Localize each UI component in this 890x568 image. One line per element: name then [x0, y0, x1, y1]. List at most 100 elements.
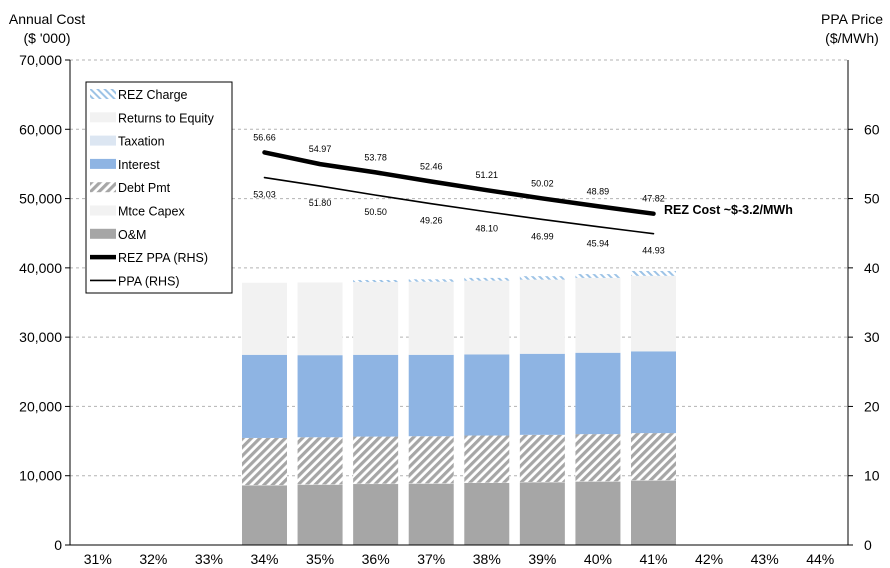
bar-debt-pmt	[353, 436, 399, 484]
bar-o-m	[519, 482, 565, 545]
bar-debt-pmt	[242, 437, 287, 486]
line-rez-ppa-rhs-	[262, 150, 656, 216]
x-tick-label: 38%	[473, 551, 501, 567]
legend-label: REZ Charge	[118, 88, 188, 102]
y-right-tick-label: 20	[864, 398, 880, 414]
bar-o-m	[575, 481, 621, 545]
line-ppa-rhs-	[263, 176, 655, 235]
y-left-tick-label: 50,000	[19, 191, 62, 207]
bar-debt-pmt	[519, 434, 565, 482]
data-labels: 56.66 54.97 53.78 52.46 51.21 50.02 48.89 47.82…	[253, 132, 665, 255]
y-left-tick-label: 10,000	[19, 468, 62, 484]
y-left-tick-label: 30,000	[19, 329, 62, 345]
x-tick-label: 32%	[139, 551, 167, 567]
legend-label: Returns to Equity	[118, 111, 215, 125]
bar-returns-to-equity	[519, 279, 565, 354]
y-left-title-line2: ($ '000)	[23, 30, 70, 46]
y-left-tick-label: 0	[54, 537, 62, 553]
bar-o-m	[408, 483, 454, 545]
legend-label: PPA (RHS)	[118, 274, 180, 288]
y-right-tick-label: 0	[864, 537, 872, 553]
legend-swatch-interest	[90, 158, 116, 169]
data-label: 44.93	[642, 246, 665, 256]
bar-interest	[631, 351, 676, 434]
data-label: 51.80	[309, 198, 332, 208]
y-right-title-line1: PPA Price	[821, 11, 883, 27]
x-tick-label: 37%	[417, 551, 445, 567]
bar-debt-pmt	[575, 434, 621, 482]
bar-o-m	[353, 484, 399, 545]
legend: REZ Charge Returns to Equity Taxation Inter…	[85, 81, 233, 294]
legend-swatch-rez-charge	[90, 89, 116, 99]
data-label: 48.89	[587, 186, 610, 196]
data-label: 46.99	[531, 231, 554, 241]
y-right-tick-label: 50	[864, 191, 880, 207]
data-label: 49.26	[420, 216, 443, 226]
y-left-tick-label: 40,000	[19, 260, 62, 276]
bar-rez-charge	[353, 279, 399, 283]
y-right-tick-label: 10	[864, 468, 880, 484]
legend-swatch-o-m	[90, 228, 116, 239]
x-tick-label: 40%	[584, 551, 612, 567]
legend-swatch-returns-to-equity	[90, 112, 116, 123]
legend-swatch-debt-pmt	[90, 182, 116, 193]
x-tick-label: 33%	[195, 551, 223, 567]
data-label: 45.94	[587, 239, 610, 249]
y-left-tick-label: 70,000	[19, 52, 62, 68]
bar-interest	[464, 354, 510, 436]
x-tick-label: 34%	[250, 551, 278, 567]
legend-swatch-mtce-capex	[90, 205, 116, 216]
x-tick-label: 41%	[639, 551, 667, 567]
bar-debt-pmt	[631, 433, 676, 481]
bar-interest	[408, 354, 454, 437]
y-right-tick-label: 30	[864, 329, 880, 345]
data-label: 52.46	[420, 162, 443, 172]
bar-returns-to-equity	[575, 277, 621, 353]
legend-label: Interest	[118, 158, 160, 172]
bar-o-m	[297, 484, 343, 545]
bar-rez-charge	[575, 274, 621, 278]
bar-o-m	[242, 485, 287, 545]
legend-label: Mtce Capex	[118, 205, 185, 219]
bar-debt-pmt	[297, 437, 343, 485]
legend-label: Debt Pmt	[118, 181, 171, 195]
bar-rez-charge	[519, 276, 565, 280]
bar-returns-to-equity	[464, 280, 510, 355]
data-label: 47.82	[642, 194, 665, 204]
bar-rez-charge	[631, 270, 676, 276]
data-label: 53.03	[253, 190, 276, 200]
ppa-lines	[262, 150, 656, 235]
legend-label: O&M	[118, 228, 146, 242]
y-left-tick-label: 60,000	[19, 121, 62, 137]
bar-rez-charge	[408, 279, 454, 282]
x-tick-label: 35%	[306, 551, 334, 567]
bar-returns-to-equity	[353, 282, 399, 355]
axes: 0 10,000 20,000 30,000 40,000 50,000 60,000 70,…	[19, 52, 880, 567]
x-tick-label: 43%	[751, 551, 779, 567]
y-left-tick-label: 20,000	[19, 398, 62, 414]
bar-interest	[297, 355, 343, 438]
bar-returns-to-equity	[297, 282, 343, 356]
x-tick-label: 39%	[528, 551, 556, 567]
y-right-title-line2: ($/MWh)	[825, 30, 879, 46]
data-label: 53.78	[364, 152, 387, 162]
bar-returns-to-equity	[408, 281, 454, 355]
x-tick-label: 36%	[362, 551, 390, 567]
data-label: 50.50	[364, 207, 387, 217]
x-tick-label: 31%	[84, 551, 112, 567]
legend-label: REZ PPA (RHS)	[118, 251, 208, 265]
data-label: 54.97	[309, 144, 332, 154]
data-label: 50.02	[531, 178, 554, 188]
x-tick-label: 44%	[806, 551, 834, 567]
data-label: 56.66	[253, 132, 276, 142]
bar-returns-to-equity	[242, 282, 287, 355]
bar-debt-pmt	[464, 435, 510, 483]
bar-rez-charge	[464, 277, 510, 281]
y-left-title-line1: Annual Cost	[9, 11, 85, 27]
bar-o-m	[464, 482, 510, 545]
bars	[242, 270, 676, 545]
bar-interest	[353, 354, 399, 437]
legend-swatch-taxation	[90, 135, 116, 146]
bar-o-m	[631, 480, 676, 545]
